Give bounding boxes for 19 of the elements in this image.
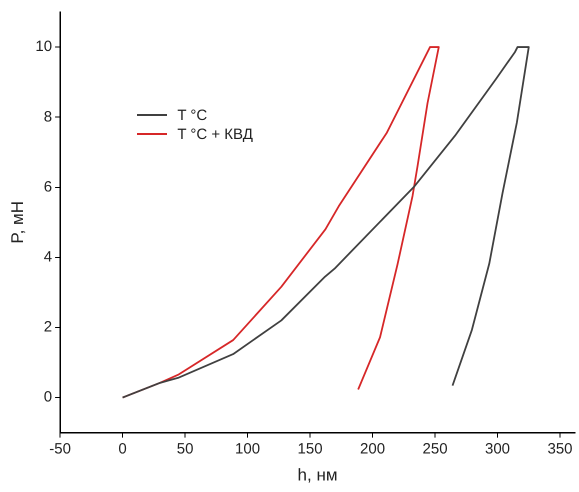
y-tick-label: 0 — [44, 388, 52, 406]
x-tick-label: 200 — [360, 440, 386, 458]
legend-label: T °C + КВД — [177, 126, 253, 143]
x-axis-title: h, нм — [298, 465, 338, 484]
x-tick-label: 0 — [118, 440, 127, 458]
y-tick-label: 2 — [44, 318, 52, 336]
y-tick-label: 6 — [44, 178, 52, 196]
x-tick-label: 150 — [298, 440, 323, 458]
x-tick-label: 100 — [235, 440, 260, 458]
legend-label: T °C — [177, 106, 208, 124]
x-tick-label: 350 — [547, 440, 573, 458]
x-tick-label: 50 — [176, 440, 194, 458]
x-tick-label: 300 — [484, 440, 510, 458]
y-tick-label: 10 — [35, 38, 52, 56]
y-tick-label: 4 — [44, 248, 52, 266]
y-tick-label: 8 — [44, 108, 52, 126]
x-tick-label: -50 — [49, 440, 71, 458]
x-tick-label: 250 — [422, 440, 448, 458]
y-axis-title: P, мН — [8, 201, 27, 244]
